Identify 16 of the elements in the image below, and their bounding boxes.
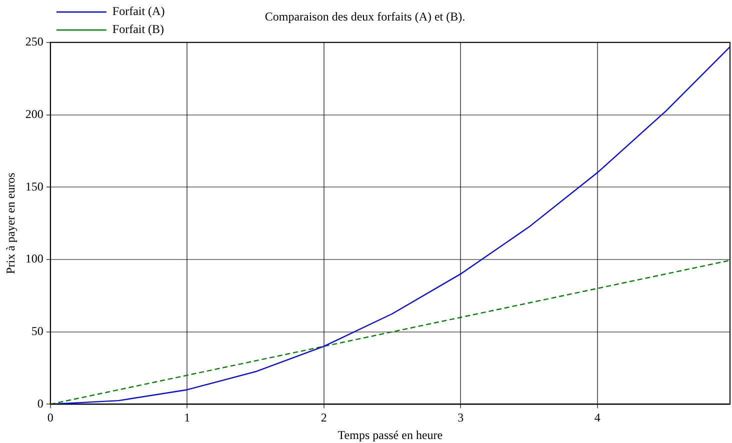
y-tick-label: 200 [25,106,44,121]
legend-label: Forfait (B) [112,22,164,36]
x-tick-label: 3 [458,410,464,425]
y-tick-label: 50 [31,324,44,338]
x-tick-label: 0 [47,410,54,425]
legend-label: Forfait (A) [112,4,165,18]
y-axis-title: Prix à payer en euros [3,172,18,274]
x-tick-label: 1 [184,410,190,425]
x-tick-label: 4 [594,410,600,425]
chart-title: Comparaison des deux forfaits (A) et (B). [264,9,466,24]
x-axis-title: Temps passé en heure [338,428,443,442]
y-tick-label: 250 [25,34,44,49]
y-tick-label: 150 [25,179,44,194]
y-tick-label: 100 [25,252,44,266]
y-tick-label: 0 [37,396,44,410]
x-tick-label: 2 [320,410,327,425]
